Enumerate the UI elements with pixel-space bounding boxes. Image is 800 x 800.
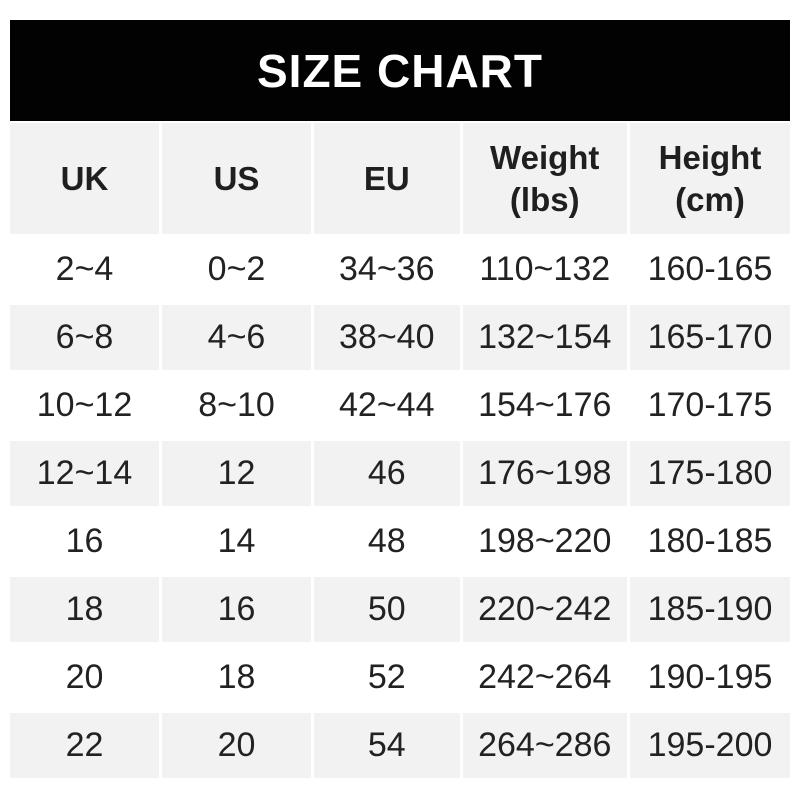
- table-cell: 12~14: [10, 440, 159, 506]
- table-cell: 2~4: [10, 236, 159, 302]
- table-cell: 16: [162, 576, 311, 642]
- column-header-label: Weight: [490, 138, 600, 176]
- table-cell: 6~8: [10, 304, 159, 370]
- table-cell: 8~10: [162, 372, 311, 438]
- table-cell: 165-170: [630, 304, 790, 370]
- table-cell: 34~36: [314, 236, 460, 302]
- table-cell: 198~220: [462, 508, 627, 574]
- table-cell: 4~6: [162, 304, 311, 370]
- page-title: SIZE CHART: [257, 44, 543, 97]
- table-cell: 170-175: [630, 372, 790, 438]
- table-cell: 50: [314, 576, 460, 642]
- table-cell: 12: [162, 440, 311, 506]
- table-cell: 38~40: [314, 304, 460, 370]
- column-header-height: Height (cm): [630, 123, 790, 234]
- column-header-weight: Weight (lbs): [462, 123, 627, 234]
- table-cell: 10~12: [10, 372, 159, 438]
- table-cell: 110~132: [462, 236, 627, 302]
- table-cell: 18: [10, 576, 159, 642]
- table-cell: 16: [10, 508, 159, 574]
- table-cell: 132~154: [462, 304, 627, 370]
- column-header-label: Height: [658, 138, 762, 176]
- table-cell: 190-195: [630, 644, 790, 710]
- table-cell: 185-190: [630, 576, 790, 642]
- column-header-us: US: [162, 123, 311, 234]
- table-cell: 264~286: [462, 712, 627, 778]
- table-cell: 46: [314, 440, 460, 506]
- table-cell: 242~264: [462, 644, 627, 710]
- table-cell: 20: [10, 644, 159, 710]
- column-header-unit: (cm): [675, 180, 745, 218]
- table-cell: 20: [162, 712, 311, 778]
- table-cell: 195-200: [630, 712, 790, 778]
- title-banner: SIZE CHART: [10, 20, 790, 121]
- table-cell: 14: [162, 508, 311, 574]
- size-table: UK US EU Weight (lbs) Height (cm) 2~4 0~2…: [10, 123, 790, 778]
- column-header-label: EU: [363, 159, 410, 197]
- table-cell: 180-185: [630, 508, 790, 574]
- table-cell: 176~198: [462, 440, 627, 506]
- table-cell: 48: [314, 508, 460, 574]
- table-cell: 54: [314, 712, 460, 778]
- table-cell: 160-165: [630, 236, 790, 302]
- table-cell: 175-180: [630, 440, 790, 506]
- column-header-label: US: [213, 159, 260, 197]
- table-cell: 18: [162, 644, 311, 710]
- column-header-label: UK: [60, 159, 109, 197]
- column-header-uk: UK: [10, 123, 159, 234]
- table-cell: 0~2: [162, 236, 311, 302]
- table-cell: 154~176: [462, 372, 627, 438]
- table-cell: 22: [10, 712, 159, 778]
- column-header-unit: (lbs): [509, 180, 580, 218]
- table-cell: 220~242: [462, 576, 627, 642]
- table-cell: 52: [314, 644, 460, 710]
- column-header-eu: EU: [314, 123, 460, 234]
- table-cell: 42~44: [314, 372, 460, 438]
